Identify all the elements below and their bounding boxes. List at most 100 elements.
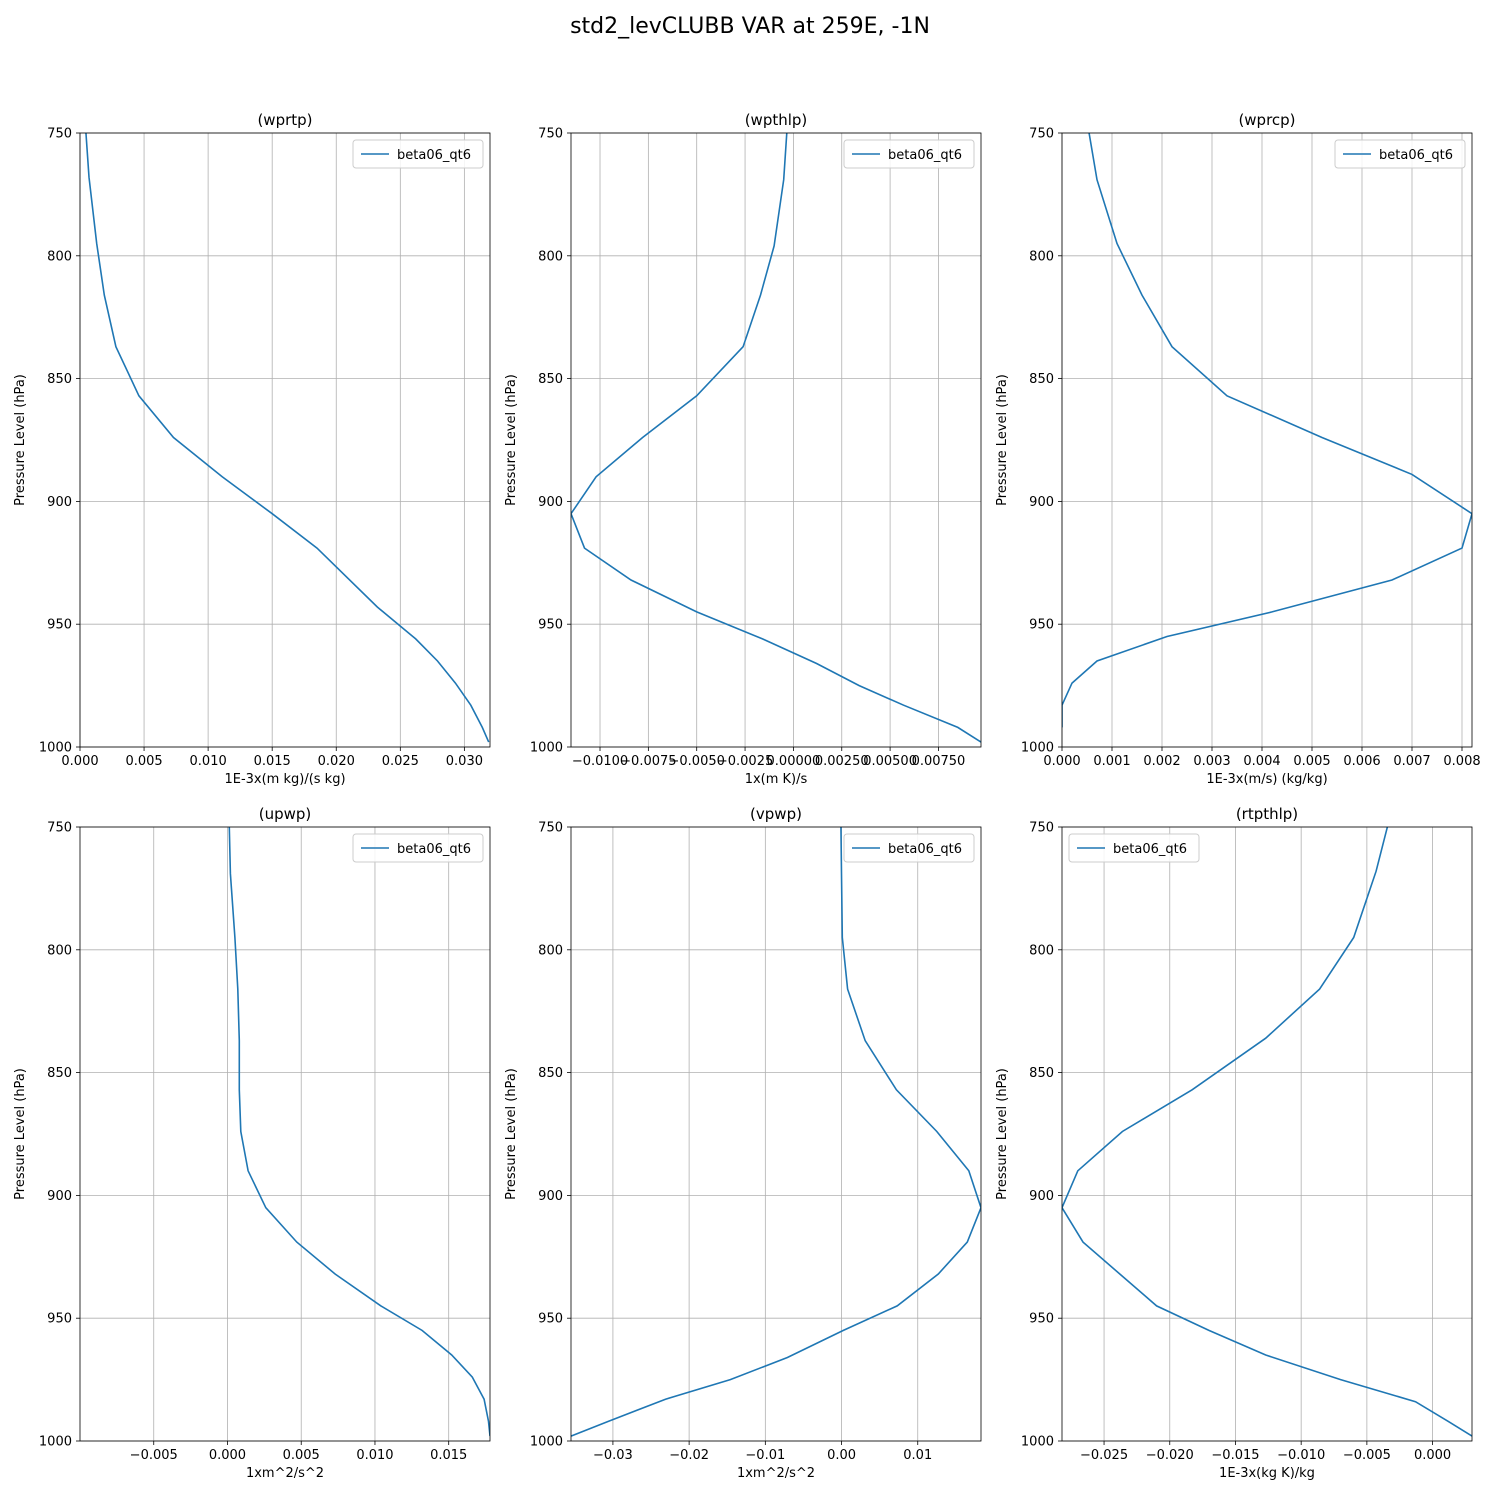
x-tick-label: −0.020 [1146, 1448, 1194, 1463]
y-tick-label: 800 [1029, 943, 1054, 958]
y-tick-label: 850 [47, 1066, 72, 1081]
x-tick-label: −0.0100 [572, 754, 628, 769]
subplot-title: (wpthlp) [745, 111, 808, 129]
x-tick-label: 0.00 [827, 1448, 856, 1463]
x-tick-label: 0.000 [1043, 754, 1080, 769]
x-tick-label: −0.010 [1277, 1448, 1325, 1463]
x-tick-label: 0.003 [1193, 754, 1230, 769]
x-tick-label: 0.00000 [767, 754, 821, 769]
y-tick-label: 900 [47, 1189, 72, 1204]
x-tick-label: −0.015 [1211, 1448, 1259, 1463]
subplot-title: (rtpthlp) [1236, 805, 1298, 823]
x-tick-label: 0.005 [125, 754, 162, 769]
series-line-beta06_qt6 [571, 133, 981, 743]
y-tick-label: 750 [1029, 127, 1054, 142]
y-tick-label: 750 [47, 127, 72, 142]
x-tick-label: 0.001 [1093, 754, 1130, 769]
y-tick-label: 1000 [39, 1435, 72, 1450]
x-tick-label: −0.02 [669, 1448, 709, 1463]
x-tick-label: −0.01 [745, 1448, 785, 1463]
y-tick-label: 850 [47, 372, 72, 387]
y-tick-label: 950 [538, 618, 563, 633]
plot-frame [79, 132, 491, 748]
legend-label: beta06_qt6 [888, 842, 962, 857]
legend-label: beta06_qt6 [397, 148, 471, 163]
y-tick-label: 900 [47, 495, 72, 510]
plot-frame [79, 826, 491, 1442]
subplot-vpwp: −0.03 −0.02 −0.01 0.00 0.01 750 800 850 900 950 10… [504, 805, 982, 1481]
subplot-wprcp: 0.000 0.001 0.002 0.003 0.004 0.005 0.006 0.007… [995, 111, 1481, 787]
x-tick-label: 0.004 [1243, 754, 1280, 769]
x-tick-label: 0.000 [61, 754, 98, 769]
plot-frame [570, 132, 982, 748]
legend-box [843, 833, 975, 863]
subplot-upwp: −0.005 0.000 0.005 0.010 0.015 750 800 850 900 95… [13, 805, 491, 1481]
figure-title: std2_levCLUBB VAR at 259E, -1N [570, 14, 930, 39]
subplot-title: (wprcp) [1238, 111, 1295, 129]
y-axis-label: Pressure Level (hPa) [995, 1068, 1010, 1200]
x-tick-label: 0.015 [430, 1448, 467, 1463]
legend-box [352, 833, 484, 863]
x-tick-label: 0.006 [1343, 754, 1380, 769]
subplot-wprtp: 0.000 0.005 0.010 0.015 0.020 0.025 0.030 750 80… [13, 111, 491, 787]
subplot-title: (vpwp) [750, 805, 802, 823]
y-tick-label: 950 [47, 618, 72, 633]
y-axis-label: Pressure Level (hPa) [995, 374, 1010, 506]
subplot-rtpthlp: −0.025 −0.020 −0.015 −0.010 −0.005 0.000 750 80… [995, 805, 1473, 1481]
x-axis-label: 1E-3x(kg K)/kg [1219, 1466, 1315, 1481]
x-tick-label: −0.0025 [717, 754, 773, 769]
x-tick-label: 0.00750 [912, 754, 966, 769]
x-tick-label: 0.020 [318, 754, 355, 769]
legend: beta06_qt6 [843, 833, 975, 863]
y-tick-label: 950 [47, 1312, 72, 1327]
legend-label: beta06_qt6 [888, 148, 962, 163]
x-tick-label: −0.03 [593, 1448, 633, 1463]
x-tick-label: 0.015 [254, 754, 291, 769]
series-line-beta06_qt6 [228, 827, 490, 1437]
plot-frame [1061, 132, 1473, 748]
y-tick-label: 1000 [530, 1435, 563, 1450]
legend-label: beta06_qt6 [397, 842, 471, 857]
x-tick-label: 0.008 [1443, 754, 1480, 769]
x-tick-label: 0.002 [1143, 754, 1180, 769]
subplot-title: (wprtp) [257, 111, 312, 129]
x-tick-label: −0.005 [1343, 1448, 1391, 1463]
y-tick-label: 950 [538, 1312, 563, 1327]
y-tick-label: 750 [1029, 821, 1054, 836]
y-tick-label: 750 [538, 127, 563, 142]
x-tick-label: −0.025 [1080, 1448, 1128, 1463]
legend-box [843, 139, 975, 169]
plot-frame [570, 826, 982, 1442]
x-tick-label: 0.010 [190, 754, 227, 769]
series-line-beta06_qt6 [571, 827, 981, 1437]
legend-box [352, 139, 484, 169]
x-axis-label: 1E-3x(m kg)/(s kg) [224, 772, 345, 787]
y-axis-label: Pressure Level (hPa) [13, 374, 28, 506]
y-tick-label: 900 [538, 495, 563, 510]
y-tick-label: 1000 [1021, 1435, 1054, 1450]
y-tick-label: 900 [1029, 1189, 1054, 1204]
x-tick-label: −0.0075 [620, 754, 676, 769]
x-tick-label: 0.00500 [863, 754, 917, 769]
y-axis-label: Pressure Level (hPa) [504, 1068, 519, 1200]
x-tick-label: 0.005 [1293, 754, 1330, 769]
y-tick-label: 850 [538, 372, 563, 387]
series-line-beta06_qt6 [1062, 827, 1472, 1437]
x-tick-label: 0.010 [356, 1448, 393, 1463]
x-tick-label: 0.005 [283, 1448, 320, 1463]
x-tick-label: 0.00250 [815, 754, 869, 769]
legend-box [1068, 833, 1200, 863]
x-tick-label: −0.0050 [669, 754, 725, 769]
y-tick-label: 850 [538, 1066, 563, 1081]
x-axis-label: 1xm^2/s^2 [737, 1466, 815, 1481]
x-axis-label: 1x(m K)/s [745, 772, 808, 787]
series-line-beta06_qt6 [1062, 133, 1472, 728]
y-axis-label: Pressure Level (hPa) [13, 1068, 28, 1200]
x-tick-label: 0.01 [903, 1448, 932, 1463]
y-tick-label: 800 [538, 943, 563, 958]
y-tick-label: 800 [1029, 249, 1054, 264]
x-tick-label: 0.000 [209, 1448, 246, 1463]
x-tick-label: 0.025 [382, 754, 419, 769]
y-tick-label: 850 [1029, 1066, 1054, 1081]
